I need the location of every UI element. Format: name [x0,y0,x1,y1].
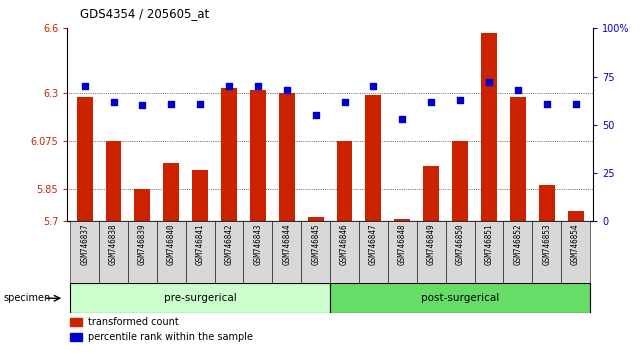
Bar [452,141,468,221]
Text: transformed count: transformed count [88,317,178,327]
Text: GSM746843: GSM746843 [253,224,262,266]
Bar [71,318,82,326]
Text: pre-surgerical: pre-surgerical [164,293,237,303]
Point [224,83,234,89]
Bar [77,97,92,221]
Point [310,112,320,118]
Bar [221,88,237,221]
Text: GSM746854: GSM746854 [571,224,580,266]
Bar [135,189,151,221]
Bar [157,221,186,283]
Point [253,83,263,89]
Bar [71,283,330,313]
Bar [250,91,266,221]
Bar [365,95,381,221]
Point [455,97,465,103]
Point [108,99,119,104]
Point [484,80,494,85]
Text: GSM746850: GSM746850 [456,224,465,266]
Text: GSM746844: GSM746844 [282,224,291,266]
Text: GSM746847: GSM746847 [369,224,378,266]
Text: GSM746848: GSM746848 [398,224,407,266]
Bar [539,185,554,221]
Bar [510,97,526,221]
Text: GSM746845: GSM746845 [311,224,320,266]
Point [281,87,292,93]
Point [369,83,379,89]
Text: GSM746846: GSM746846 [340,224,349,266]
Bar [417,221,445,283]
Bar [192,170,208,221]
Bar [474,221,503,283]
Point [426,99,437,104]
Bar [561,221,590,283]
Text: GSM746837: GSM746837 [80,224,89,266]
Point [137,103,147,108]
Text: GSM746839: GSM746839 [138,224,147,266]
Bar [337,141,353,221]
Bar [394,219,410,221]
Point [542,101,552,107]
Bar [388,221,417,283]
Bar [445,221,474,283]
Text: GSM746840: GSM746840 [167,224,176,266]
Text: GSM746852: GSM746852 [513,224,522,266]
Text: GSM746851: GSM746851 [485,224,494,266]
Bar [244,221,272,283]
Bar [186,221,215,283]
Bar [163,164,179,221]
Bar [568,211,583,221]
Bar [359,221,388,283]
Text: percentile rank within the sample: percentile rank within the sample [88,332,253,342]
Text: GSM746841: GSM746841 [196,224,204,266]
Bar [106,141,121,221]
Text: GSM746842: GSM746842 [224,224,233,266]
Point [79,83,90,89]
Bar [481,33,497,221]
Point [195,101,205,107]
Point [570,101,581,107]
Bar [503,221,532,283]
Bar [301,221,330,283]
Bar [215,221,244,283]
Text: specimen: specimen [3,293,51,303]
Text: GSM746838: GSM746838 [109,224,118,266]
Bar [330,221,359,283]
Point [513,87,523,93]
Bar [99,221,128,283]
Bar [128,221,157,283]
Point [166,101,176,107]
Bar [71,221,99,283]
Text: GSM746849: GSM746849 [427,224,436,266]
Bar [532,221,561,283]
Bar [423,166,439,221]
Text: GDS4354 / 205605_at: GDS4354 / 205605_at [80,7,210,20]
Bar [279,93,295,221]
Point [340,99,350,104]
Point [397,116,408,122]
Text: post-surgerical: post-surgerical [421,293,499,303]
Bar [330,283,590,313]
Bar [308,217,324,221]
Bar [272,221,301,283]
Text: GSM746853: GSM746853 [542,224,551,266]
Bar [71,333,82,341]
